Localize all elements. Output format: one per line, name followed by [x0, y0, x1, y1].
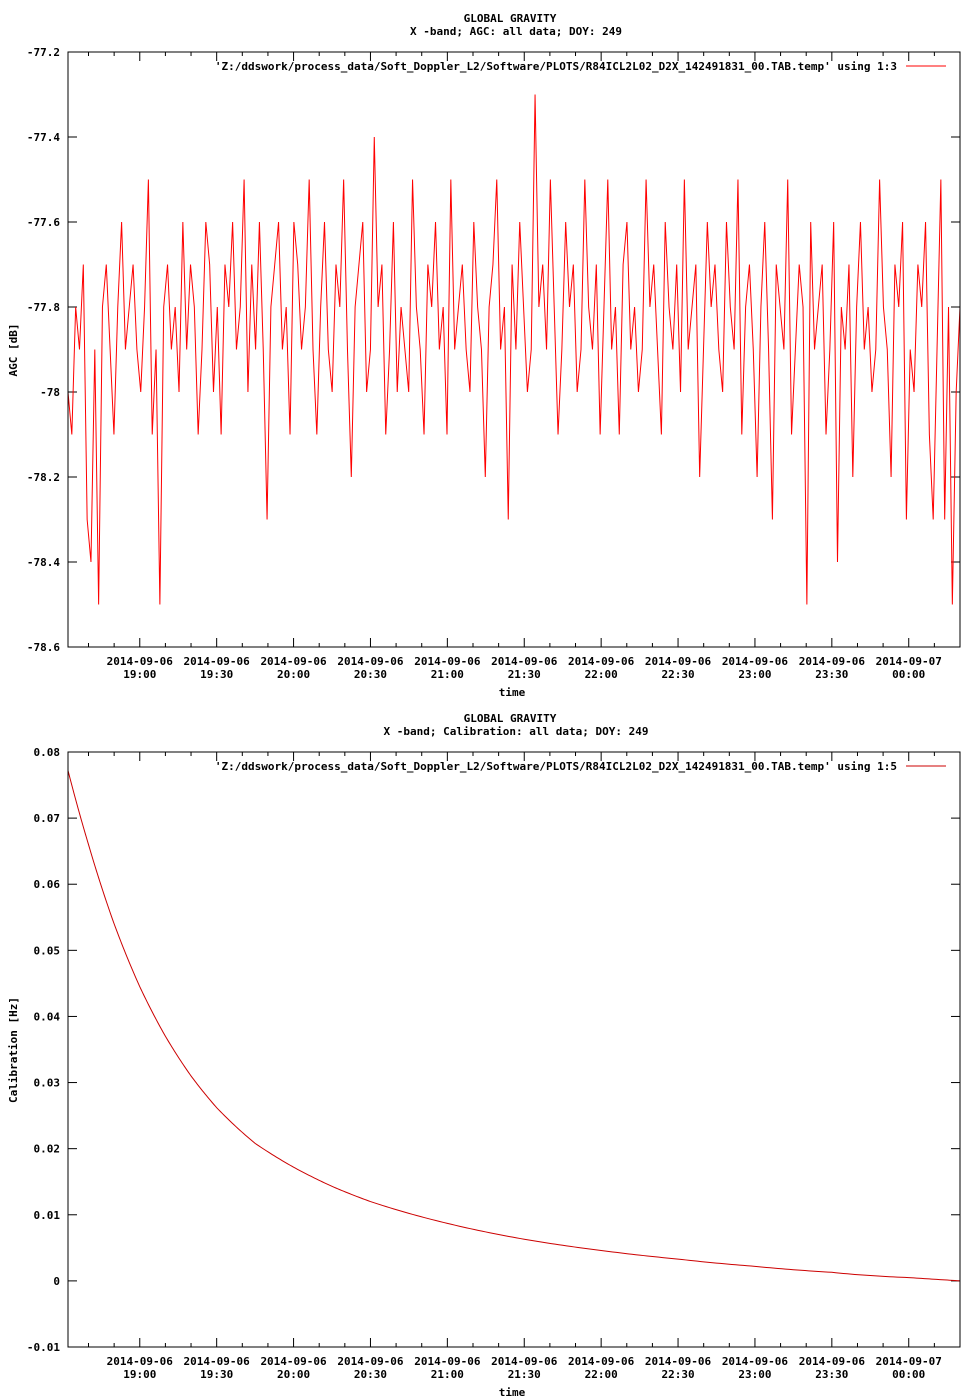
- y-tick-label: 0.06: [34, 878, 61, 891]
- x-axis-label: time: [499, 686, 526, 699]
- agc-chart: GLOBAL GRAVITY X -band; AGC: all data; D…: [7, 12, 961, 699]
- plot-area: [67, 94, 961, 605]
- x-tick-time: 21:30: [508, 1368, 541, 1381]
- x-tick-date: 2014-09-06: [568, 1355, 635, 1368]
- x-tick-time: 22:00: [585, 1368, 618, 1381]
- x-tick-time: 19:00: [123, 1368, 156, 1381]
- y-axis-label: AGC [dB]: [7, 324, 20, 377]
- x-tick-date: 2014-09-06: [799, 1355, 866, 1368]
- y-tick-label: 0.04: [34, 1010, 61, 1023]
- x-ticks: 2014-09-0619:002014-09-0619:302014-09-06…: [88, 52, 961, 681]
- x-tick-time: 23:00: [738, 1368, 771, 1381]
- x-tick-time: 21:00: [431, 668, 464, 681]
- x-tick-date: 2014-09-06: [722, 1355, 789, 1368]
- x-tick-date: 2014-09-06: [260, 655, 327, 668]
- legend-label: 'Z:/ddswork/process_data/Soft_Doppler_L2…: [215, 760, 897, 773]
- x-tick-date: 2014-09-06: [722, 655, 789, 668]
- legend-label: 'Z:/ddswork/process_data/Soft_Doppler_L2…: [215, 60, 897, 73]
- x-axis-label: time: [499, 1386, 526, 1399]
- y-tick-label: -78.6: [27, 641, 60, 654]
- x-tick-time: 20:00: [277, 1368, 310, 1381]
- x-tick-time: 20:30: [354, 668, 387, 681]
- y-tick-label: -78.4: [27, 556, 60, 569]
- x-tick-date: 2014-09-06: [645, 1355, 712, 1368]
- x-tick-time: 00:00: [892, 1368, 925, 1381]
- x-tick-time: 23:30: [815, 668, 848, 681]
- chart-title: GLOBAL GRAVITY: [464, 12, 557, 25]
- plot-frame: [67, 751, 961, 1348]
- x-tick-date: 2014-09-06: [184, 655, 251, 668]
- plot-area: [67, 770, 961, 1282]
- x-tick-time: 20:30: [354, 1368, 387, 1381]
- x-tick-date: 2014-09-06: [414, 655, 481, 668]
- x-tick-date: 2014-09-06: [491, 655, 558, 668]
- x-tick-date: 2014-09-06: [645, 655, 712, 668]
- y-tick-label: -77.6: [27, 216, 60, 229]
- y-tick-label: 0.01: [34, 1209, 61, 1222]
- y-tick-label: -77.8: [27, 301, 60, 314]
- x-tick-time: 23:30: [815, 1368, 848, 1381]
- x-tick-date: 2014-09-06: [107, 655, 174, 668]
- series-line: [67, 770, 961, 1282]
- x-tick-time: 00:00: [892, 668, 925, 681]
- y-tick-label: 0.07: [34, 812, 61, 825]
- y-tick-label: 0.03: [34, 1077, 61, 1090]
- x-tick-date: 2014-09-06: [799, 655, 866, 668]
- y-tick-label: -78: [40, 386, 60, 399]
- x-tick-date: 2014-09-06: [414, 1355, 481, 1368]
- x-tick-date: 2014-09-06: [107, 1355, 174, 1368]
- x-ticks: 2014-09-0619:002014-09-0619:302014-09-06…: [88, 752, 961, 1381]
- x-tick-time: 21:00: [431, 1368, 464, 1381]
- y-tick-label: -77.4: [27, 131, 60, 144]
- x-tick-time: 19:30: [200, 1368, 233, 1381]
- x-tick-time: 20:00: [277, 668, 310, 681]
- x-tick-date: 2014-09-06: [260, 1355, 327, 1368]
- y-tick-label: -77.2: [27, 46, 60, 59]
- y-tick-label: 0: [53, 1275, 60, 1288]
- y-tick-label: -78.2: [27, 471, 60, 484]
- x-tick-date: 2014-09-06: [337, 655, 404, 668]
- x-tick-time: 23:00: [738, 668, 771, 681]
- calibration-chart: GLOBAL GRAVITY X -band; Calibration: all…: [7, 712, 961, 1399]
- y-tick-label: 0.02: [34, 1143, 61, 1156]
- x-tick-time: 19:00: [123, 668, 156, 681]
- x-tick-date: 2014-09-06: [491, 1355, 558, 1368]
- chart-title: GLOBAL GRAVITY: [464, 712, 557, 725]
- y-tick-label: -0.01: [27, 1341, 60, 1354]
- x-tick-time: 22:30: [661, 668, 694, 681]
- series-line: [67, 94, 961, 605]
- y-ticks: 0.08 0.07 0.06 0.05 0.04 0.03 0.02 0.01 0 -0.01: [27, 746, 960, 1354]
- y-tick-label: 0.05: [34, 944, 61, 957]
- x-tick-date: 2014-09-06: [184, 1355, 251, 1368]
- x-tick-date: 2014-09-07: [876, 655, 942, 668]
- x-tick-date: 2014-09-06: [568, 655, 635, 668]
- y-tick-label: 0.08: [34, 746, 61, 759]
- x-tick-date: 2014-09-07: [876, 1355, 942, 1368]
- y-axis-label: Calibration [Hz]: [7, 997, 20, 1103]
- x-tick-time: 19:30: [200, 668, 233, 681]
- chart-subtitle: X -band; Calibration: all data; DOY: 249: [384, 725, 649, 738]
- x-tick-time: 22:30: [661, 1368, 694, 1381]
- x-tick-time: 21:30: [508, 668, 541, 681]
- plot-frame: [67, 51, 961, 648]
- x-tick-time: 22:00: [585, 668, 618, 681]
- y-ticks: -77.2 -77.4 -77.6 -77.8 -78 -78.2 -78.4 -78.6: [27, 46, 960, 654]
- x-tick-date: 2014-09-06: [337, 1355, 404, 1368]
- chart-subtitle: X -band; AGC: all data; DOY: 249: [410, 25, 622, 38]
